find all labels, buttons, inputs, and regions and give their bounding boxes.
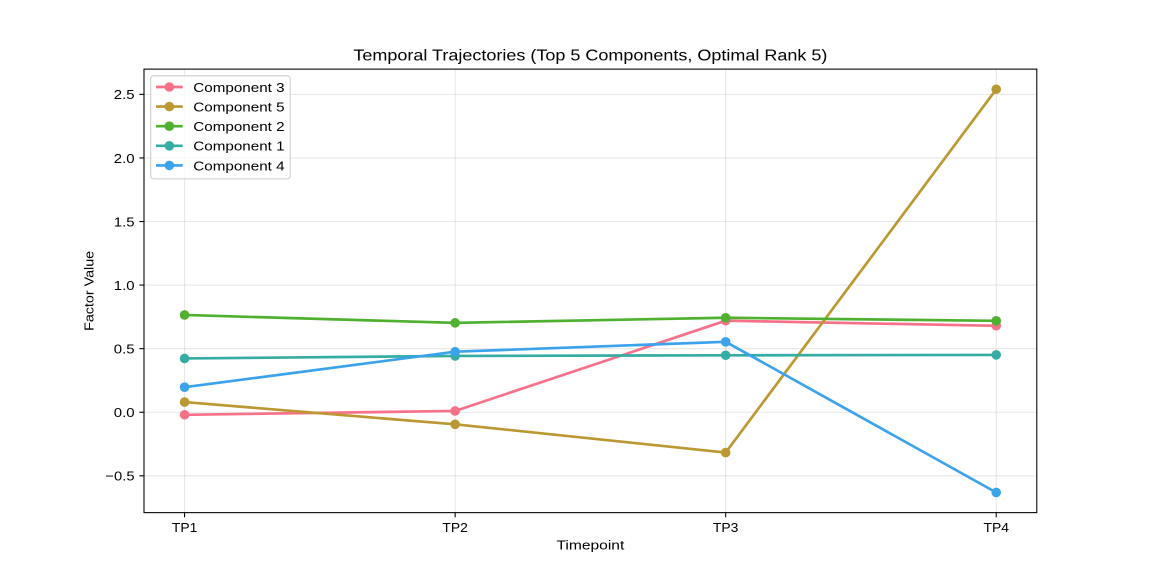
svg-text:0.0: 0.0: [114, 405, 135, 420]
svg-text:Component 2: Component 2: [193, 119, 284, 134]
svg-text:1.0: 1.0: [114, 278, 135, 293]
svg-text:2.0: 2.0: [114, 151, 135, 166]
svg-text:Factor Value: Factor Value: [82, 251, 97, 331]
svg-text:Component 3: Component 3: [193, 80, 284, 95]
svg-text:Component 1: Component 1: [193, 139, 284, 154]
svg-text:TP3: TP3: [713, 520, 739, 535]
svg-text:TP4: TP4: [983, 520, 1009, 535]
svg-text:1.5: 1.5: [114, 214, 135, 229]
svg-text:Temporal Trajectories (Top 5 C: Temporal Trajectories (Top 5 Components,…: [353, 48, 827, 65]
svg-text:TP2: TP2: [442, 520, 468, 535]
svg-text:TP1: TP1: [172, 520, 198, 535]
svg-text:Timepoint: Timepoint: [557, 538, 625, 553]
svg-text:2.5: 2.5: [114, 87, 135, 102]
svg-text:Component 5: Component 5: [193, 99, 284, 114]
svg-text:−0.5: −0.5: [105, 469, 134, 484]
svg-text:0.5: 0.5: [114, 342, 135, 357]
svg-text:Component 4: Component 4: [193, 158, 285, 173]
